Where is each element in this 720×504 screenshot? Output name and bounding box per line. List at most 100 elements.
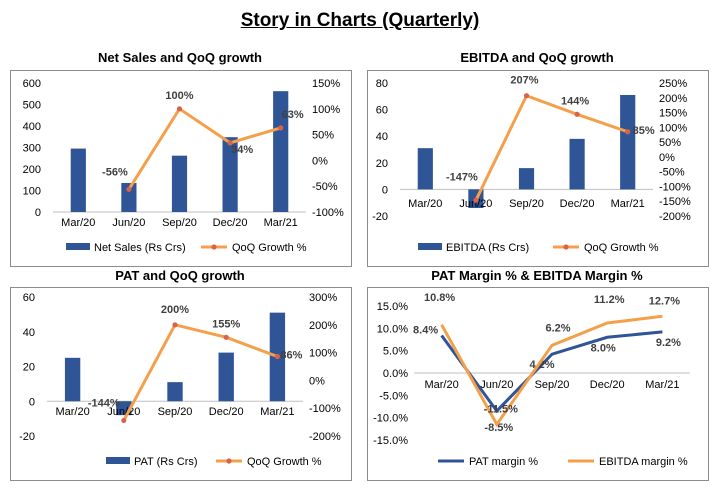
y2-tick-label: -100% <box>659 181 691 193</box>
chart-title-ebitda: EBITDA and QoQ growth <box>460 50 614 65</box>
y-tick-label: -5.0% <box>379 390 408 402</box>
growth-point <box>176 106 183 112</box>
y-tick-label: 5.0% <box>383 346 408 358</box>
y-tick-label: 0 <box>382 184 388 196</box>
bar <box>64 357 81 402</box>
bar <box>218 352 234 402</box>
chart-panel-ebitda: -20 0 20 40 60 80 -200% -150% -100% -50% 0% 50% 100%… <box>367 70 709 267</box>
y-tick-label: -20 <box>372 211 388 223</box>
growth-point <box>121 417 127 424</box>
legend-swatch-marker <box>226 458 232 464</box>
data-label: -8.5% <box>484 422 513 434</box>
legend-swatch-marker <box>211 244 217 250</box>
bar <box>171 155 188 212</box>
x-tick-label: Mar/20 <box>424 379 458 391</box>
y2-tick-label: 200% <box>309 320 337 332</box>
y2-tick-label: -150% <box>659 196 691 208</box>
bar <box>70 148 86 212</box>
y2-tick-label: -200% <box>309 431 341 443</box>
bar <box>273 91 289 212</box>
data-label: 6.2% <box>545 322 570 334</box>
legend-label: Net Sales (Rs Crs) <box>94 242 186 254</box>
y-tick-label: 40 <box>23 327 35 339</box>
y-tick-label: 0 <box>29 396 35 408</box>
data-label: 63% <box>282 109 304 121</box>
y-tick-label: 200 <box>23 164 41 176</box>
bar <box>222 137 238 212</box>
y2-tick-label: 50% <box>312 130 334 142</box>
chart-panel-net-sales: 0 100 200 300 400 500 600 -100% -50% 0% 50% 100% 150… <box>10 70 352 267</box>
growth-point <box>274 353 280 360</box>
chart-title-pat: PAT and QoQ growth <box>115 268 245 283</box>
data-label: -144% <box>88 397 120 409</box>
growth-line <box>127 106 282 191</box>
growth-line <box>122 323 278 422</box>
y-tick-label: 400 <box>23 121 41 133</box>
x-tick-label: Mar/21 <box>260 406 294 418</box>
data-label: 155% <box>212 318 240 330</box>
data-label: 85% <box>633 125 655 137</box>
chart-panel-margins: -15.0% -10.0% -5.0% 0.0% 5.0% 10.0% 15.0% Mar/2… <box>367 287 709 481</box>
growth-point <box>172 322 178 328</box>
legend-label: EBITDA (Rs Crs) <box>446 242 529 254</box>
data-label: 10.8% <box>424 292 455 304</box>
legend-swatch-bar <box>66 243 90 250</box>
y2-tick-label: 50% <box>659 137 681 149</box>
chart-panel-pat: -20 0 20 40 60 -200% -100% 0% 100% 200% 300% Mar/20… <box>10 287 352 481</box>
data-label: 200% <box>161 304 189 316</box>
x-tick-label: Jun/20 <box>459 198 492 210</box>
growth-point <box>523 93 530 99</box>
x-tick-label: Mar/20 <box>61 217 95 229</box>
x-tick-label: Jun/20 <box>112 217 145 229</box>
y-tick-label: 500 <box>23 100 41 112</box>
x-tick-label: Sep/20 <box>509 198 544 210</box>
legend-label: QoQ Growth % <box>584 242 659 254</box>
data-label: 207% <box>510 75 538 87</box>
x-tick-label: Sep/20 <box>158 406 193 418</box>
x-tick-label: Mar/21 <box>611 198 645 210</box>
x-tick-label: Sep/20 <box>535 379 570 391</box>
y2-tick-label: -100% <box>309 403 341 415</box>
y-tick-label: 80 <box>376 78 388 90</box>
pat-chart: -20 0 20 40 60 -200% -100% 0% 100% 200% 300% Mar/20… <box>19 292 341 468</box>
y-tick-label: -10.0% <box>373 413 408 425</box>
data-label: 100% <box>165 90 193 102</box>
ebitda-margin-line <box>440 314 663 428</box>
y-tick-label: -20 <box>19 431 35 443</box>
legend-label: PAT margin % <box>469 456 538 468</box>
growth-line <box>474 93 629 201</box>
x-tick-label: Dec/20 <box>560 198 595 210</box>
x-tick-label: Mar/21 <box>645 379 679 391</box>
y-tick-label: 300 <box>23 143 41 155</box>
y2-tick-label: 200% <box>659 93 687 105</box>
x-tick-label: Sep/20 <box>162 217 197 229</box>
growth-point <box>574 111 580 117</box>
y2-tick-label: 0% <box>309 375 325 387</box>
data-label: -11.5% <box>484 403 518 415</box>
growth-point <box>278 125 284 131</box>
y2-tick-label: 150% <box>312 78 340 90</box>
legend-label: PAT (Rs Crs) <box>134 456 198 468</box>
y2-tick-label: 150% <box>659 108 687 120</box>
y-tick-label: 600 <box>23 78 41 90</box>
growth-point <box>473 197 479 203</box>
y2-tick-label: 0% <box>659 152 675 164</box>
x-tick-label: Dec/20 <box>213 217 248 229</box>
x-tick-label: Mar/21 <box>264 217 298 229</box>
data-label: 8.0% <box>591 342 616 354</box>
data-label: 34% <box>231 144 253 156</box>
y-tick-label: 20 <box>23 362 35 374</box>
net-sales-chart: 0 100 200 300 400 500 600 -100% -50% 0% 50% 100% 150… <box>23 78 344 254</box>
legend-label: QoQ Growth % <box>247 456 322 468</box>
growth-point <box>227 140 233 146</box>
bar <box>121 182 137 212</box>
legend-label: QoQ Growth % <box>232 242 307 254</box>
x-tick-label: Jun/20 <box>107 406 140 418</box>
data-label: 11.2% <box>594 294 625 306</box>
y2-tick-label: -200% <box>659 211 691 223</box>
bar <box>167 382 183 402</box>
y-tick-label: 0.0% <box>383 368 408 380</box>
chart-title-net-sales: Net Sales and QoQ growth <box>98 50 262 65</box>
y-tick-label: -15.0% <box>373 435 408 447</box>
y-tick-label: 60 <box>376 105 388 117</box>
